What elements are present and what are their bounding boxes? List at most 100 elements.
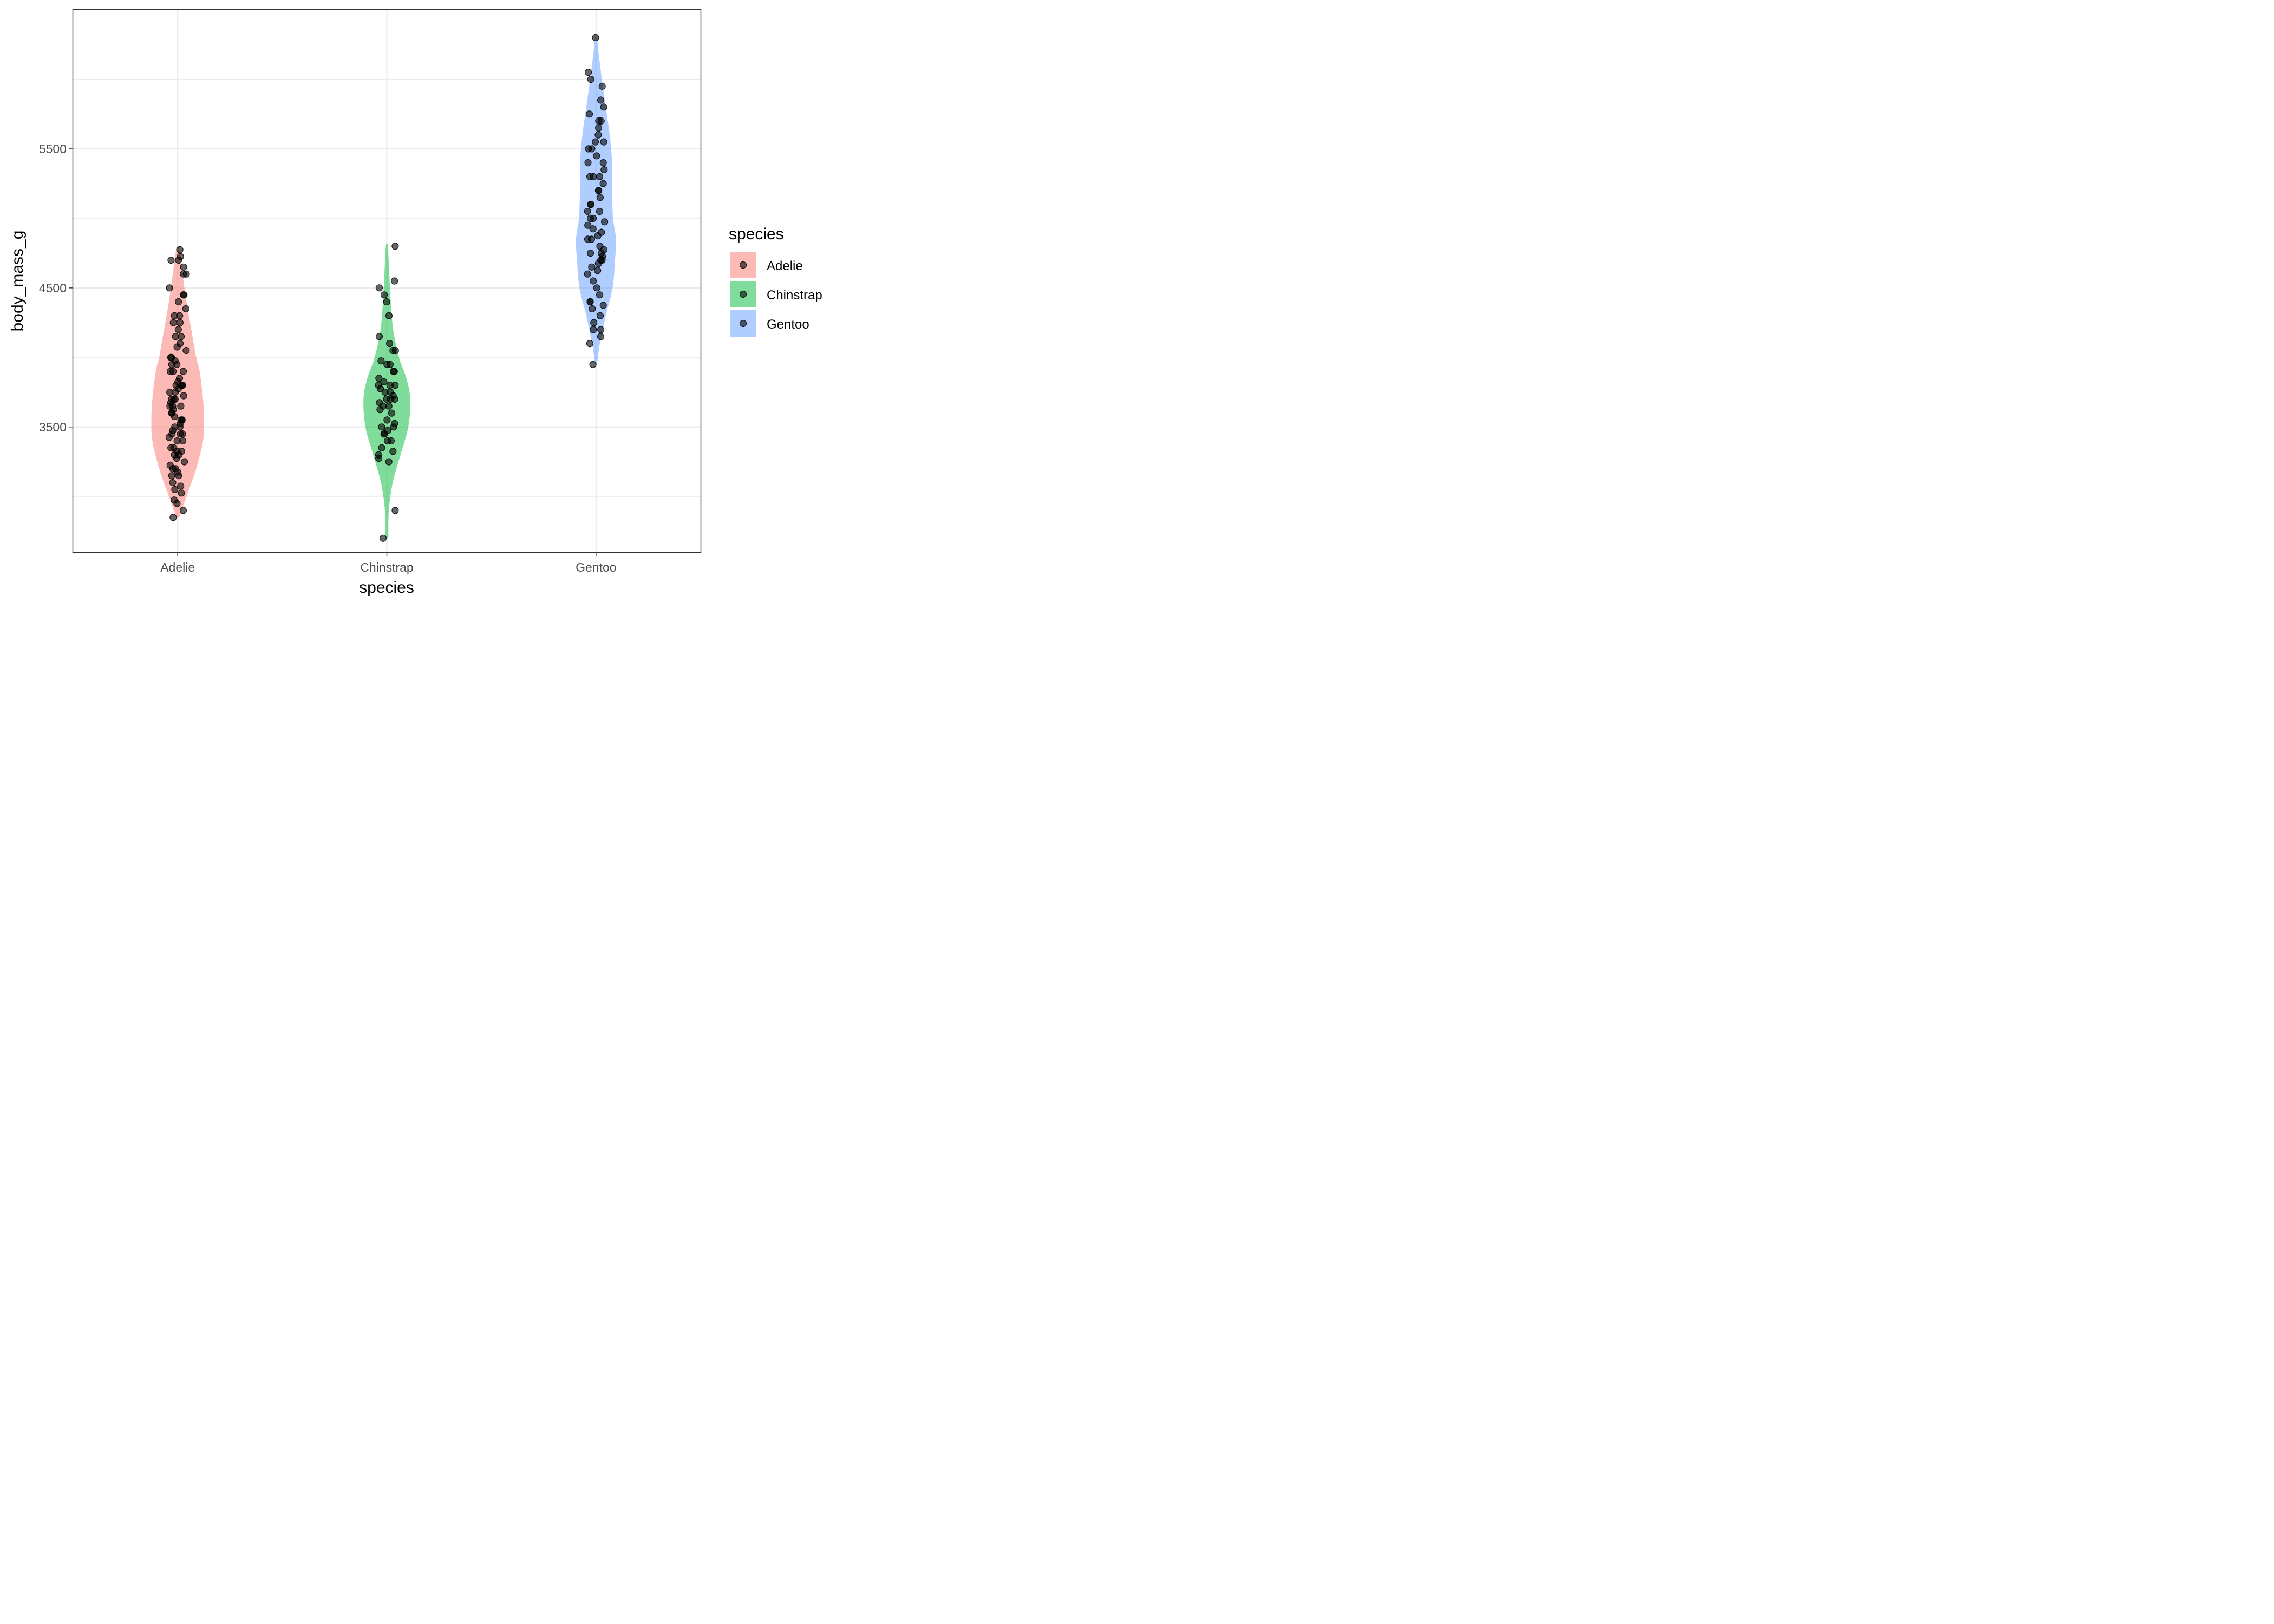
data-point-gentoo bbox=[586, 250, 594, 257]
data-point-adelie bbox=[182, 305, 190, 313]
data-point-chinstrap bbox=[391, 420, 398, 427]
data-point-adelie bbox=[180, 270, 187, 278]
data-point-gentoo bbox=[599, 180, 607, 187]
data-point-adelie bbox=[171, 496, 178, 504]
data-point-gentoo bbox=[594, 267, 602, 274]
data-point-gentoo bbox=[597, 333, 605, 340]
data-point-chinstrap bbox=[379, 534, 387, 542]
data-point-gentoo bbox=[586, 298, 594, 306]
legend-label-chinstrap: Chinstrap bbox=[767, 288, 822, 303]
data-point-gentoo bbox=[597, 96, 605, 104]
data-point-gentoo bbox=[596, 207, 604, 215]
data-point-chinstrap bbox=[384, 427, 391, 434]
data-point-gentoo bbox=[597, 326, 605, 333]
data-point-gentoo bbox=[589, 361, 597, 368]
data-point-chinstrap bbox=[380, 378, 388, 385]
legend-point-gentoo bbox=[739, 319, 747, 328]
data-point-adelie bbox=[178, 448, 185, 455]
data-point-adelie bbox=[166, 284, 173, 292]
data-point-chinstrap bbox=[390, 368, 397, 375]
data-point-adelie bbox=[166, 461, 174, 469]
plot-background bbox=[0, 0, 845, 601]
data-point-gentoo bbox=[594, 187, 603, 194]
y-tick-label: 5500 bbox=[39, 142, 67, 156]
data-point-adelie bbox=[175, 298, 182, 306]
data-point-adelie bbox=[176, 246, 184, 253]
data-point-chinstrap bbox=[389, 448, 397, 455]
data-point-gentoo bbox=[600, 138, 607, 146]
data-point-chinstrap bbox=[376, 399, 383, 407]
data-point-chinstrap bbox=[377, 357, 385, 365]
legend-keys bbox=[730, 252, 756, 337]
data-point-adelie bbox=[175, 375, 184, 382]
data-point-gentoo bbox=[597, 117, 605, 125]
data-point-gentoo bbox=[590, 173, 597, 180]
violin-chart: 3500 4500 5500 Adelie Chinstrap Gentoo specie… bbox=[0, 0, 845, 601]
data-point-adelie bbox=[177, 430, 184, 438]
data-point-gentoo bbox=[599, 302, 607, 309]
y-axis-title: body_mass_g bbox=[9, 231, 27, 332]
data-point-gentoo bbox=[584, 221, 592, 229]
legend-label-adelie: Adelie bbox=[767, 259, 803, 273]
data-point-gentoo bbox=[585, 110, 593, 118]
legend-label-gentoo: Gentoo bbox=[767, 317, 809, 332]
data-point-gentoo bbox=[592, 34, 599, 42]
data-point-chinstrap bbox=[389, 346, 397, 355]
data-point-adelie bbox=[178, 489, 185, 497]
data-point-adelie bbox=[169, 479, 177, 487]
data-point-adelie bbox=[181, 458, 188, 466]
data-point-gentoo bbox=[587, 201, 594, 208]
data-point-gentoo bbox=[600, 218, 609, 226]
data-point-gentoo bbox=[600, 166, 608, 174]
data-point-chinstrap bbox=[383, 416, 391, 424]
data-point-chinstrap bbox=[385, 339, 394, 348]
data-point-adelie bbox=[182, 346, 190, 355]
data-point-chinstrap bbox=[385, 312, 393, 319]
data-point-adelie bbox=[180, 291, 187, 299]
data-point-adelie bbox=[180, 392, 187, 400]
x-tick-label-chinstrap: Chinstrap bbox=[360, 560, 413, 574]
legend-point-chinstrap bbox=[739, 290, 747, 298]
data-point-adelie bbox=[177, 253, 184, 260]
y-tick-label: 3500 bbox=[39, 420, 67, 434]
data-point-gentoo bbox=[594, 124, 603, 132]
data-point-adelie bbox=[171, 423, 179, 431]
data-point-gentoo bbox=[593, 152, 600, 160]
data-point-adelie bbox=[168, 472, 175, 480]
data-point-adelie bbox=[176, 319, 184, 326]
data-point-chinstrap bbox=[385, 458, 393, 466]
jitter-points-layer bbox=[165, 34, 609, 542]
data-point-chinstrap bbox=[375, 382, 382, 389]
data-point-adelie bbox=[180, 263, 187, 271]
data-point-chinstrap bbox=[391, 243, 399, 250]
data-point-adelie bbox=[171, 486, 179, 494]
data-point-adelie bbox=[174, 326, 182, 333]
data-point-gentoo bbox=[586, 214, 594, 222]
data-point-gentoo bbox=[598, 82, 606, 90]
data-point-chinstrap bbox=[378, 444, 385, 451]
data-point-adelie bbox=[169, 319, 177, 326]
data-point-adelie bbox=[173, 437, 181, 445]
data-point-chinstrap bbox=[375, 284, 383, 292]
legend-point-adelie bbox=[739, 261, 747, 269]
data-point-adelie bbox=[178, 416, 186, 424]
data-point-gentoo bbox=[600, 103, 607, 111]
data-point-gentoo bbox=[590, 319, 598, 326]
data-point-gentoo bbox=[591, 138, 599, 146]
data-point-adelie bbox=[176, 312, 184, 319]
data-point-chinstrap bbox=[386, 361, 394, 368]
data-point-adelie bbox=[169, 514, 177, 521]
data-point-adelie bbox=[177, 402, 185, 410]
data-point-adelie bbox=[167, 444, 175, 451]
data-point-gentoo bbox=[596, 312, 604, 319]
data-point-chinstrap bbox=[391, 507, 399, 514]
data-point-chinstrap bbox=[383, 298, 390, 306]
data-point-gentoo bbox=[599, 159, 607, 167]
data-point-adelie bbox=[168, 395, 175, 403]
data-point-adelie bbox=[177, 482, 185, 490]
data-point-chinstrap bbox=[390, 277, 398, 285]
data-point-gentoo bbox=[596, 243, 604, 250]
data-point-gentoo bbox=[589, 277, 597, 285]
data-point-gentoo bbox=[593, 284, 600, 292]
data-point-chinstrap bbox=[378, 423, 385, 431]
